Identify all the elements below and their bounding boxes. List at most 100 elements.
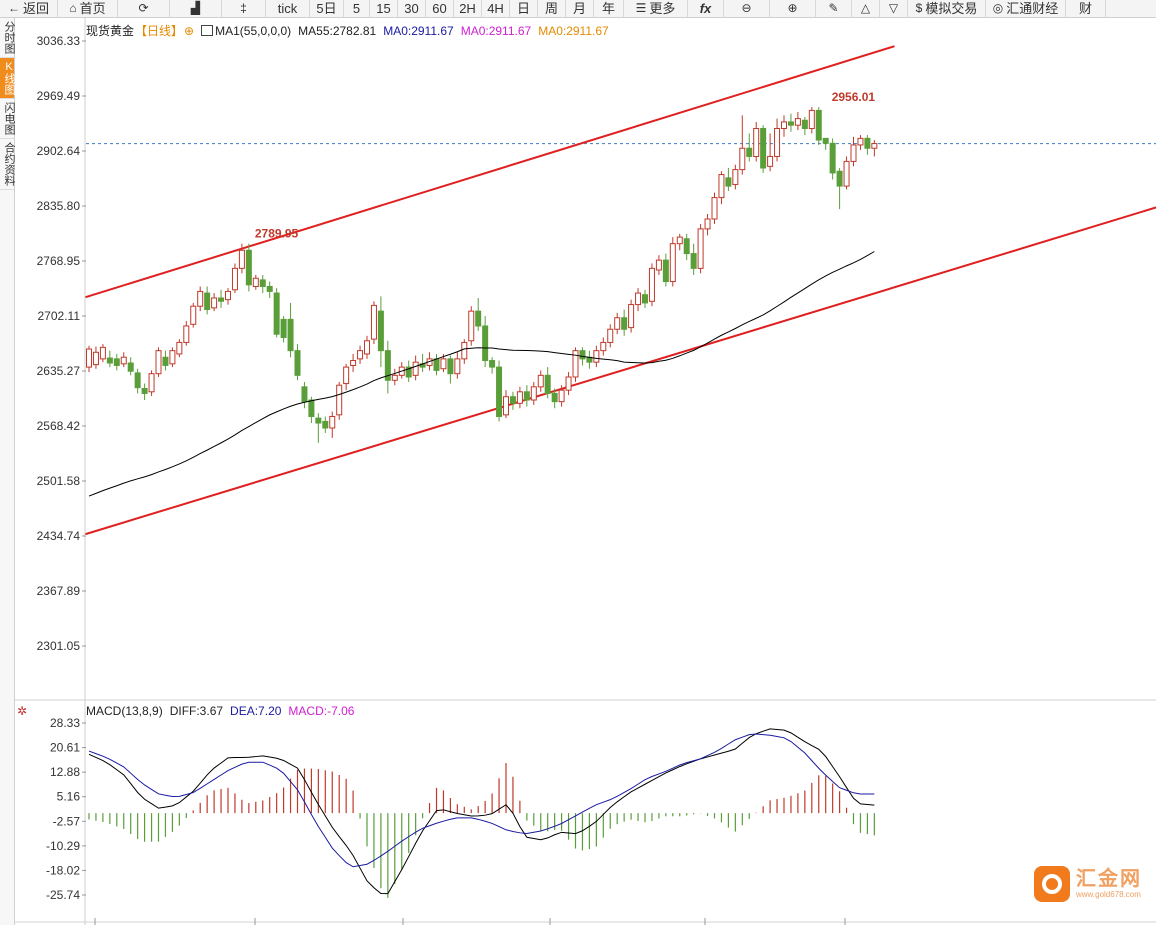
- sidebar-tab-3[interactable]: 合约资料: [0, 139, 15, 190]
- back-button[interactable]: ← 返回: [0, 0, 58, 17]
- candle-body: [294, 350, 301, 376]
- finance-button-label: 财: [1078, 1, 1092, 16]
- sidebar-tab-1[interactable]: K线图: [0, 58, 15, 99]
- refresh-icon: ⟳: [138, 1, 149, 15]
- candle-body: [690, 253, 697, 269]
- candle-body: [440, 358, 447, 370]
- price-tick-label: 2301.05: [37, 639, 81, 653]
- ma0-label-b: MA0:2911.67: [460, 23, 532, 38]
- candle-body: [197, 290, 204, 307]
- period-5day[interactable]: 5日: [310, 0, 344, 17]
- macd-tick-label: 12.88: [50, 765, 80, 779]
- sim-trade-button-label: 模拟交易: [925, 1, 978, 16]
- candle-body: [516, 391, 523, 404]
- candle-body: [794, 118, 801, 126]
- period-5[interactable]: 5: [344, 0, 370, 17]
- price-tick-label: 2969.49: [37, 89, 81, 103]
- period-week[interactable]: 周: [538, 0, 566, 17]
- candle-body: [329, 415, 336, 429]
- candle-body: [579, 350, 586, 360]
- ma1-label: MA1(55,0,0,0): [215, 23, 292, 38]
- zoom-out-button[interactable]: ⊖: [724, 0, 770, 17]
- macd-legend: MACD(13,8,9) DIFF:3.67 DEA:7.20 MACD:-7.…: [86, 704, 354, 718]
- macd-settings-icon[interactable]: ✲: [17, 704, 28, 718]
- indicator-icon[interactable]: [201, 25, 214, 36]
- period-30[interactable]: 30: [398, 0, 426, 17]
- draw-button[interactable]: ✎: [816, 0, 852, 17]
- candle-body: [496, 366, 503, 417]
- period-tick-label: tick: [277, 1, 298, 16]
- sidebar-tab-2[interactable]: 闪电图: [0, 99, 15, 139]
- refresh-button[interactable]: ⟳: [118, 0, 170, 17]
- candle-body: [162, 356, 169, 366]
- candle-body: [280, 318, 287, 338]
- home-button[interactable]: ⌂ 首页: [58, 0, 118, 17]
- macd-name: MACD(13,8,9): [86, 704, 163, 718]
- candle-body: [857, 137, 864, 146]
- candle-body: [489, 360, 496, 368]
- candle-body: [530, 386, 537, 401]
- candle-body: [120, 356, 127, 365]
- period-month-label: 月: [572, 1, 586, 16]
- candle-body: [718, 174, 725, 199]
- watermark-logo: [1034, 866, 1070, 902]
- macd-tick-label: 28.33: [50, 716, 80, 730]
- candle-body: [655, 259, 662, 271]
- candle-body: [447, 358, 454, 375]
- period-week-label: 周: [544, 1, 558, 16]
- candle-body: [864, 137, 871, 149]
- candle-body: [753, 127, 760, 157]
- huitong-button[interactable]: ◎ 汇通财经: [986, 0, 1066, 17]
- price-tick-label: 2902.64: [37, 144, 81, 158]
- period-year[interactable]: 年: [594, 0, 624, 17]
- finance-button[interactable]: 财: [1066, 0, 1106, 17]
- candle-body: [384, 350, 391, 381]
- down-button[interactable]: ▽: [880, 0, 908, 17]
- period-4h[interactable]: 4H: [482, 0, 510, 17]
- candle-body: [155, 350, 162, 375]
- candle-body: [148, 373, 155, 393]
- period-4h-label: 4H: [487, 1, 504, 16]
- period-2h[interactable]: 2H: [454, 0, 482, 17]
- bar-chart-icon: ▟: [190, 1, 201, 15]
- period-60[interactable]: 60: [426, 0, 454, 17]
- candle-body: [787, 121, 794, 126]
- price-tick-label: 2835.80: [37, 199, 81, 213]
- settings-icon[interactable]: ⊕: [184, 23, 195, 38]
- candle-body: [760, 127, 767, 169]
- macd-dea-line: [88, 733, 875, 868]
- candle-body: [169, 350, 176, 365]
- candle-body: [287, 318, 294, 352]
- candle-body: [322, 420, 329, 429]
- period-day[interactable]: 日: [510, 0, 538, 17]
- candle-body: [843, 160, 850, 187]
- zoom-in-icon: ⊕: [787, 1, 798, 15]
- candle-body: [405, 366, 412, 378]
- watermark-url: www.gold678.com: [1076, 890, 1141, 899]
- candle-body: [377, 310, 384, 352]
- candle-body: [600, 341, 607, 352]
- macd-value: MACD:-7.06: [288, 704, 355, 718]
- zoom-in-button[interactable]: ⊕: [770, 0, 816, 17]
- toolbar: ← 返回 ⌂ 首页 ⟳ ▟ ‡ tick 5日 5 15 30 60 2H 4H 日周月年 ☰ 更多 fx ⊖ ⊕ ✎ △ ▽…: [0, 0, 1156, 18]
- candle-body: [621, 317, 628, 330]
- price-tick-label: 2501.58: [37, 474, 81, 488]
- period-15[interactable]: 15: [370, 0, 398, 17]
- candle-body: [808, 109, 815, 129]
- period-tick[interactable]: tick: [266, 0, 310, 17]
- candle-body: [767, 155, 774, 167]
- sim-trade-button[interactable]: $ 模拟交易: [908, 0, 986, 17]
- candle-body: [829, 142, 836, 174]
- triangle-button[interactable]: △: [852, 0, 880, 17]
- more-button[interactable]: ☰ 更多: [624, 0, 688, 17]
- candle-body: [509, 396, 516, 404]
- candle-chart-button[interactable]: ‡: [222, 0, 266, 17]
- huitong-button-label: 汇通财经: [1006, 1, 1059, 16]
- formula-button[interactable]: fx: [688, 0, 724, 17]
- sidebar-tab-0[interactable]: 分时图: [0, 18, 15, 58]
- bar-chart-button[interactable]: ▟: [170, 0, 222, 17]
- period-month[interactable]: 月: [566, 0, 594, 17]
- left-high-annotation: 2789.95: [255, 227, 299, 241]
- candle-body: [86, 348, 92, 368]
